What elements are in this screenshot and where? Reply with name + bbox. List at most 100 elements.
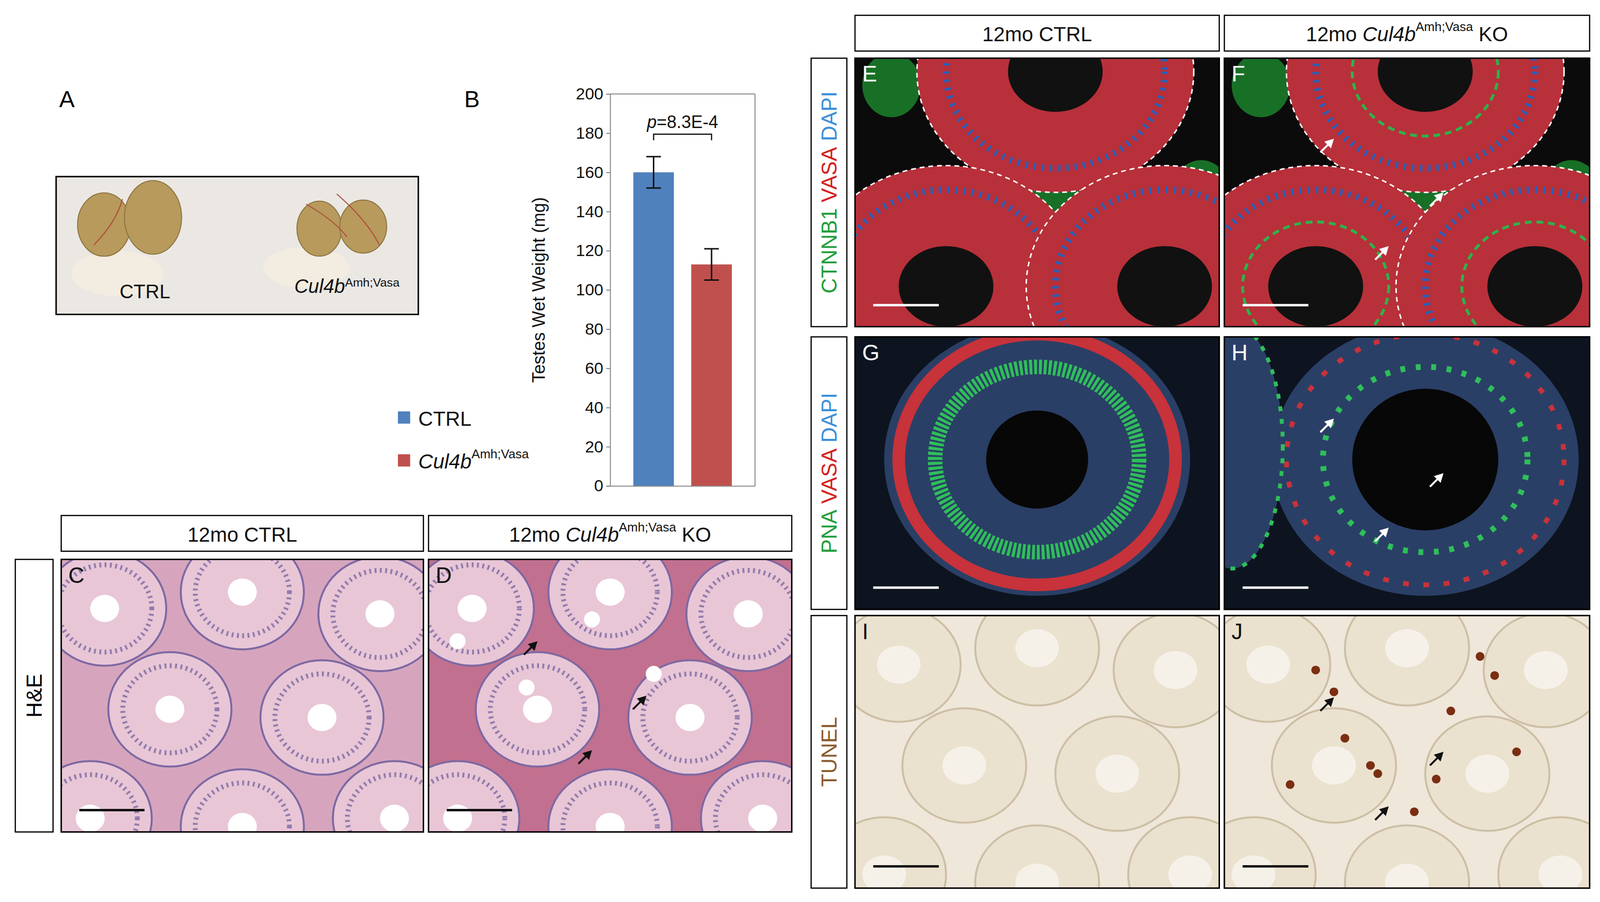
tubule	[855, 615, 961, 722]
photo-label: Cul4bAmh;Vasa	[294, 275, 400, 297]
stain-label: H&E	[22, 673, 47, 717]
word: CTRL	[418, 407, 472, 430]
pna-ring	[934, 366, 1140, 552]
stain-box	[810, 58, 847, 327]
tick-mark	[606, 407, 611, 409]
tubule	[855, 816, 947, 888]
column-header: 12mo CTRL	[187, 522, 298, 546]
tubule	[1395, 165, 1590, 327]
tunel-cell	[1285, 779, 1295, 789]
tick-mark	[606, 367, 611, 369]
tick-mark	[606, 250, 611, 252]
tubule	[180, 559, 304, 650]
lumen	[595, 812, 625, 832]
nuclei	[700, 570, 792, 658]
superscript: Amh;Vasa	[618, 519, 677, 535]
tubule	[975, 615, 1100, 705]
lumen	[443, 804, 473, 832]
tick: 60	[585, 358, 611, 378]
stain-label: TUNEL	[817, 716, 841, 787]
tunel-cell	[1409, 807, 1419, 816]
nuclei	[274, 673, 369, 761]
lumen	[75, 804, 105, 832]
nuclei	[855, 189, 1056, 327]
nuclei	[61, 774, 138, 832]
nuclei	[642, 673, 738, 761]
stain-box	[810, 615, 847, 888]
sertoli	[1461, 221, 1590, 327]
arrowhead	[1378, 246, 1389, 256]
stain-box	[15, 559, 54, 832]
axis-line	[610, 485, 756, 487]
tick-mark	[606, 289, 611, 291]
tick-label: 60	[585, 358, 604, 378]
micrograph	[1224, 336, 1590, 610]
lumen	[522, 695, 553, 723]
tubule	[108, 651, 232, 767]
tubule	[548, 559, 672, 650]
tubule	[1055, 715, 1180, 831]
word: CTRL	[119, 280, 171, 302]
tubule	[1113, 615, 1220, 727]
sertoli	[1242, 221, 1389, 327]
word: KO	[1473, 22, 1508, 46]
frame	[754, 94, 756, 486]
panel-letter: C	[68, 562, 85, 588]
tick-mark	[606, 485, 611, 487]
lumen	[1008, 58, 1103, 112]
tubule	[1224, 816, 1316, 888]
lumen	[1487, 246, 1583, 327]
axis-line	[606, 94, 611, 486]
nuclei	[1224, 189, 1426, 327]
arrowhead	[1433, 751, 1444, 761]
panel-letter: D	[435, 562, 452, 588]
lumen	[862, 855, 906, 888]
nuclei	[1055, 189, 1220, 327]
lumen	[942, 745, 986, 785]
column-header: 12mo Cul4bAmh;Vasa KO	[1305, 19, 1508, 46]
scale-bar	[1242, 303, 1309, 307]
vacuole	[645, 665, 662, 682]
tick-label: 200	[575, 84, 604, 103]
header-box	[1224, 15, 1590, 52]
tubule	[475, 651, 600, 767]
nuclei	[946, 58, 1165, 169]
tick-label: 120	[575, 240, 604, 260]
stain: H&E	[22, 673, 47, 717]
bar	[633, 172, 675, 486]
word: 12mo	[982, 22, 1034, 46]
tunel-cell	[1340, 733, 1350, 743]
legend: CTRLCul4bAmh;Vasa	[397, 407, 530, 473]
nuclei	[428, 774, 505, 832]
stain-label: PNAVASADAPI	[817, 392, 841, 554]
nuclei	[1425, 189, 1590, 327]
scale-bar	[873, 586, 939, 589]
micrograph	[855, 336, 1220, 610]
word: CTRL	[1033, 22, 1093, 46]
tick-label: 80	[585, 319, 604, 338]
tubule	[180, 768, 304, 832]
tubule	[260, 659, 384, 775]
image-frame	[855, 58, 1220, 327]
scale-bar	[79, 808, 145, 811]
vacuole	[584, 611, 601, 628]
tubule	[428, 760, 520, 832]
tick-label: 20	[585, 437, 604, 456]
nuclei	[195, 782, 290, 832]
tick-label: 180	[575, 123, 604, 143]
figure: ABCTRLCul4bAmh;Vasa020406080100120140160…	[0, 0, 1600, 902]
axis-title: Testes Wet Weight (mg)	[528, 196, 549, 383]
panel-letter: F	[1231, 61, 1246, 87]
tick-mark	[606, 172, 611, 174]
stain: CTNNB1	[817, 207, 841, 294]
tubule	[1026, 165, 1220, 327]
panel-letter: H	[1231, 339, 1248, 365]
tick-mark	[606, 328, 611, 330]
tubule	[1224, 336, 1284, 569]
lumen	[227, 578, 257, 606]
lumen	[1378, 58, 1474, 112]
image-frame	[855, 615, 1220, 888]
frame	[610, 93, 756, 95]
error-bar	[646, 156, 661, 189]
superscript: Amh;Vasa	[1415, 19, 1474, 34]
